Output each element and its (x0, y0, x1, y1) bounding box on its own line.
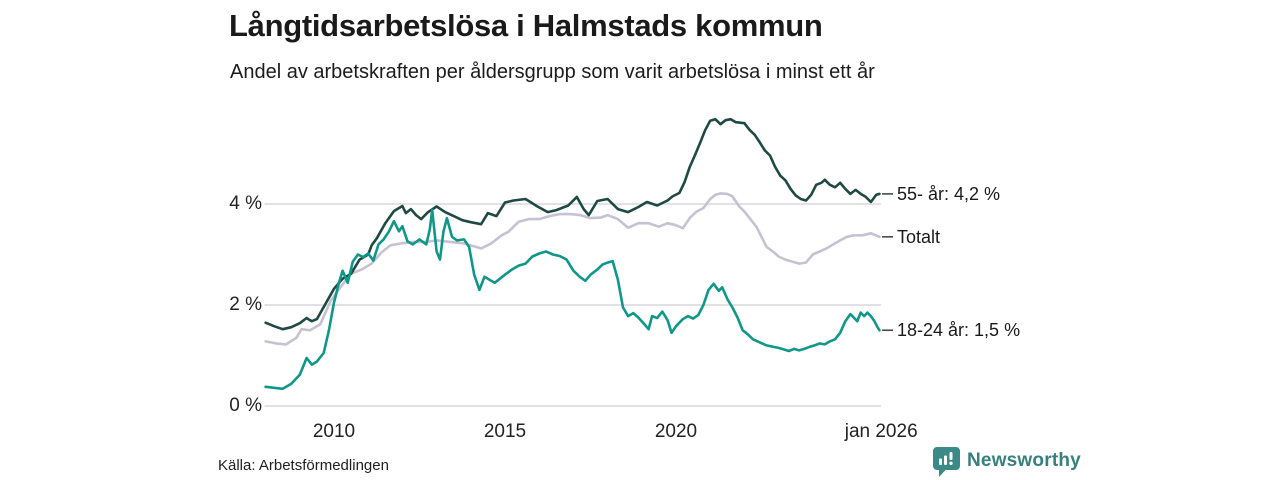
series-line-Totalt (264, 192, 881, 346)
page-title: Långtidsarbetslösa i Halmstads kommun (229, 8, 823, 43)
series-end-ticks (882, 193, 893, 332)
newsworthy-wordmark: Newsworthy (967, 450, 1081, 471)
series-line-55- år (264, 117, 881, 331)
chart-subtitle: Andel av arbetskraften per åldersgrupp s… (230, 61, 875, 83)
series-lines (264, 117, 881, 391)
series-end-label-2: 18-24 år: 1,5 % (897, 320, 1021, 341)
y-axis-tick-label: 4 % (229, 193, 262, 214)
x-axis-tick-label: 2020 (654, 421, 698, 442)
series-end-label-1: 55- år: 4,2 % (897, 183, 1001, 204)
y-axis-tick-label: 0 % (229, 395, 262, 416)
gridlines (264, 203, 881, 407)
y-axis-tick-label: 2 % (229, 294, 262, 315)
newsworthy-speech-bubble-bar-chart-icon (933, 447, 960, 477)
x-axis-tick-label: 2010 (312, 421, 356, 442)
series-line-18-24 år (264, 208, 881, 391)
x-axis-tick-label: jan 2026 (844, 421, 918, 442)
series-end-label-0: Totalt (897, 226, 941, 247)
x-axis-tick-label: 2015 (483, 421, 527, 442)
newsworthy-logo: Newsworthy (933, 447, 1081, 477)
source-note: Källa: Arbetsförmedlingen (218, 457, 389, 474)
